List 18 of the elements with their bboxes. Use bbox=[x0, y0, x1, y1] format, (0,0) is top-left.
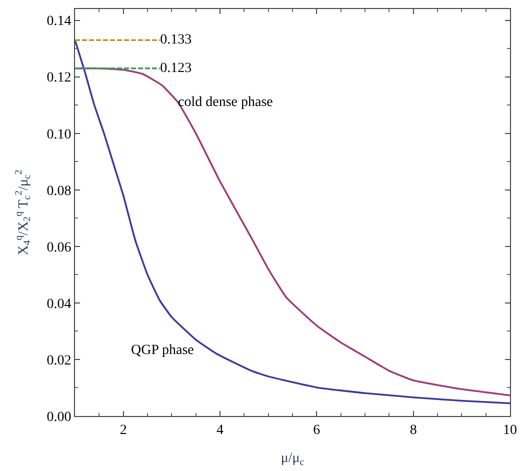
annotation: cold dense phase bbox=[178, 95, 273, 110]
x-tick-label: 4 bbox=[216, 422, 224, 438]
series-label: 0.133 bbox=[160, 32, 192, 48]
y-tick-label: 0.14 bbox=[46, 14, 72, 30]
x-axis-title: μ/μ$_{c}$ bbox=[280, 451, 305, 468]
y-tick-label: 0.00 bbox=[46, 410, 72, 425]
series-label: 0.123 bbox=[160, 60, 192, 76]
y-tick-label: 0.12 bbox=[46, 70, 72, 86]
y-tick-label: 0.10 bbox=[46, 127, 72, 142]
y-tick-label: 0.04 bbox=[46, 296, 72, 312]
x-tick-label: 6 bbox=[313, 422, 320, 438]
x-tick-label: 10 bbox=[503, 422, 517, 438]
x-tick-label: 2 bbox=[120, 422, 127, 438]
x-tick-label: 8 bbox=[410, 422, 417, 438]
y-tick-label: 0.08 bbox=[46, 184, 72, 199]
y-tick-label: 0.06 bbox=[46, 240, 72, 256]
y-tick-label: 0.02 bbox=[46, 353, 72, 368]
annotation: QGP phase bbox=[131, 343, 194, 358]
